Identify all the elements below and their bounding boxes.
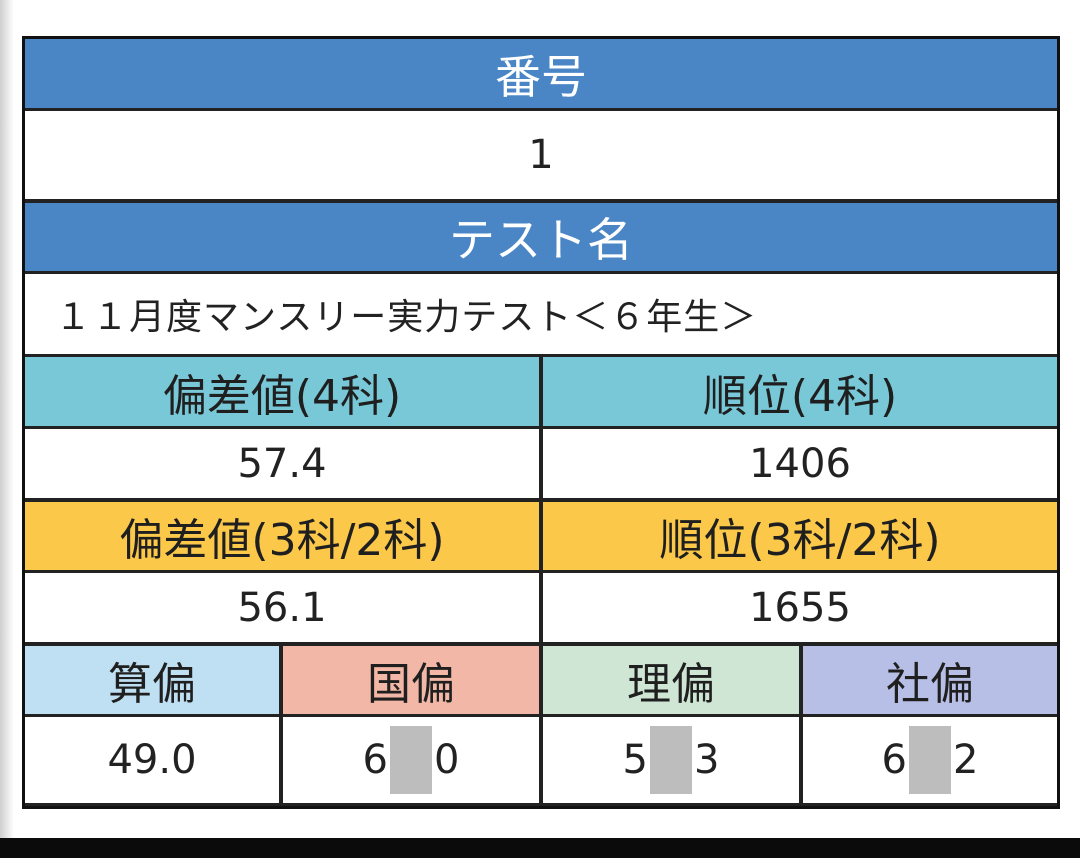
deviation-4-header: 偏差値(4科) [25,357,539,426]
social-deviation-header: 社偏 [803,646,1057,714]
rank-4-header: 順位(4科) [543,357,1057,426]
rank-3-header: 順位(3科/2科) [543,502,1057,570]
japanese-value-last-digit: 0 [434,737,460,783]
deviation-4-value: 57.4 [25,429,539,498]
science-deviation-value: 5 3 [543,717,799,803]
redaction-block [390,726,432,794]
social-value-last-digit: 2 [953,737,979,783]
social-deviation-value: 6 2 [803,717,1057,803]
number-value: 1 [25,111,1057,199]
photo-edge-shadow [0,0,14,838]
test-name-value: １１月度マンスリー実力テスト＜６年生＞ [25,274,1057,354]
redaction-block [650,726,692,794]
deviation-3-header: 偏差値(3科/2科) [25,502,539,570]
rank-4-value: 1406 [543,429,1057,498]
japanese-deviation-header: 国偏 [283,646,539,714]
science-value-last-digit: 3 [694,737,720,783]
test-name-header: テスト名 [25,203,1057,271]
number-header: 番号 [25,39,1057,108]
math-deviation-header: 算偏 [25,646,279,714]
japanese-deviation-value: 6 0 [283,717,539,803]
social-value-first-digit: 6 [881,737,907,783]
deviation-3-value: 56.1 [25,573,539,642]
test-result-table: 番号 1 テスト名 １１月度マンスリー実力テスト＜６年生＞ 偏差値(4科) 順位… [22,36,1060,809]
math-deviation-value: 49.0 [25,717,279,803]
rank-3-value: 1655 [543,573,1057,642]
bottom-dark-strip [0,838,1080,858]
redaction-block [909,726,951,794]
science-value-first-digit: 5 [622,737,648,783]
science-deviation-header: 理偏 [543,646,799,714]
japanese-value-first-digit: 6 [362,737,388,783]
